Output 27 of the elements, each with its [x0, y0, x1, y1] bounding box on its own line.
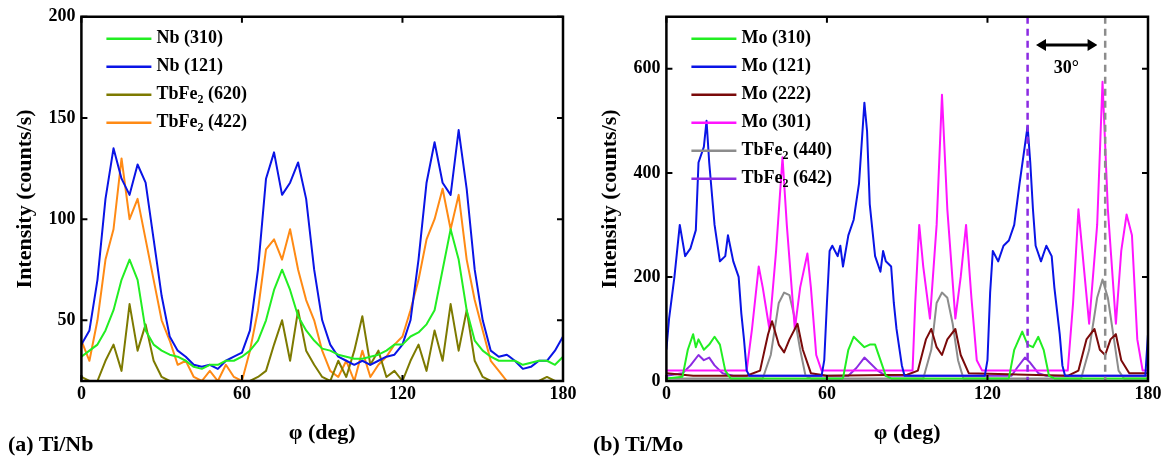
y-axis-title: Intensity (counts/s) [10, 109, 36, 289]
y-tick-label: 200 [48, 5, 76, 26]
x-tick-label: 120 [973, 383, 1001, 404]
text: (a) Ti/Nb [8, 431, 94, 456]
x-tick-label: 120 [388, 383, 416, 404]
y-tick-label: 150 [48, 106, 76, 127]
x-tick-label: 180 [1134, 383, 1162, 404]
x-axis-title: φ (deg) [873, 419, 941, 445]
x-tick-label: 180 [549, 383, 577, 404]
y-tick-label: 50 [57, 308, 76, 329]
y-tick-label: 400 [633, 161, 661, 182]
y-tick-label: 100 [48, 207, 76, 228]
legend-label: Mo (222) [741, 83, 811, 105]
legend-label: Mo (301) [741, 111, 811, 133]
legend-label: Mo (121) [741, 55, 811, 77]
y-tick-label: 200 [633, 265, 661, 286]
y-axis-title: Intensity (counts/s) [595, 109, 621, 289]
legend-label: Nb (310) [156, 27, 223, 49]
x-tick-label: 60 [817, 383, 836, 404]
legend-label: Mo (310) [741, 27, 811, 49]
legend-label: Nb (121) [156, 55, 223, 77]
y-tick-label: 0 [651, 369, 661, 390]
y-tick-label: 600 [633, 57, 661, 78]
annotation: 30° [1053, 57, 1079, 78]
text: (b) Ti/Mo [593, 431, 684, 456]
x-axis-title: φ (deg) [288, 419, 356, 445]
x-tick-label: 60 [232, 383, 251, 404]
